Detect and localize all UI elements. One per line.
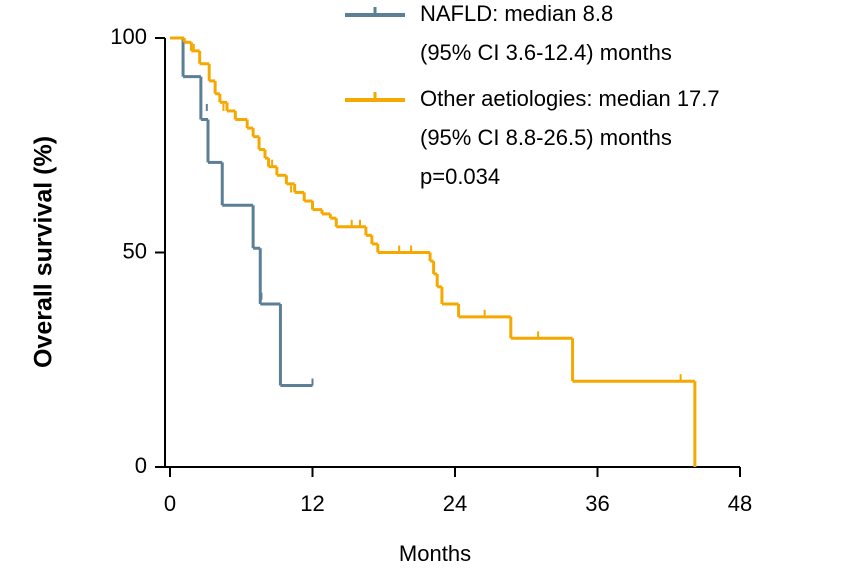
legend-label-detail: (95% CI 8.8-26.5) months (420, 125, 672, 150)
x-tick-label: 24 (443, 491, 467, 516)
legend-label: Other aetiologies: median 17.7 (420, 86, 720, 111)
x-tick-label: 48 (728, 491, 752, 516)
x-tick-label: 0 (164, 491, 176, 516)
x-tick-label: 12 (300, 491, 324, 516)
annotation: p=0.034 (420, 164, 500, 189)
y-tick-label: 0 (135, 453, 147, 478)
x-tick-label: 36 (585, 491, 609, 516)
x-axis-label: Months (399, 541, 471, 566)
y-tick-label: 100 (110, 24, 147, 49)
legend-label-detail: (95% CI 3.6-12.4) months (420, 40, 672, 65)
y-tick-label: 50 (123, 238, 147, 263)
legend-label: NAFLD: median 8.8 (420, 1, 613, 26)
y-axis-label: Overall survival (%) (30, 136, 58, 368)
